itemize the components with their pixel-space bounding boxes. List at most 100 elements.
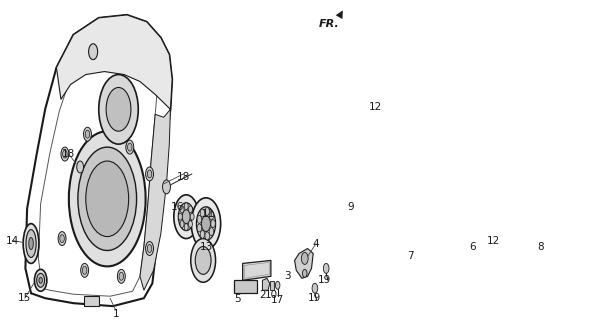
Circle shape	[128, 143, 132, 151]
Circle shape	[384, 133, 389, 142]
Circle shape	[449, 139, 508, 243]
Circle shape	[180, 206, 184, 213]
Circle shape	[507, 218, 511, 226]
Circle shape	[371, 116, 376, 125]
Circle shape	[119, 272, 124, 280]
Circle shape	[174, 195, 198, 239]
Text: 15: 15	[18, 293, 31, 303]
Circle shape	[495, 187, 499, 195]
Circle shape	[99, 75, 138, 144]
Circle shape	[81, 263, 89, 277]
Circle shape	[201, 216, 211, 232]
Circle shape	[195, 246, 211, 274]
Text: 19: 19	[308, 293, 322, 303]
Circle shape	[498, 191, 518, 227]
Text: 14: 14	[6, 236, 19, 245]
Circle shape	[197, 224, 201, 232]
Text: 13: 13	[200, 242, 213, 252]
Circle shape	[412, 164, 446, 224]
Text: 7: 7	[408, 252, 414, 261]
Circle shape	[58, 232, 66, 245]
Text: 19: 19	[318, 275, 331, 285]
Text: 4: 4	[313, 238, 319, 249]
Circle shape	[89, 44, 97, 60]
Circle shape	[498, 200, 503, 208]
Ellipse shape	[39, 277, 43, 283]
Circle shape	[275, 281, 280, 289]
Circle shape	[482, 156, 487, 164]
Text: 6: 6	[469, 242, 476, 252]
Circle shape	[513, 205, 518, 213]
Circle shape	[511, 213, 516, 221]
Text: 18: 18	[62, 149, 76, 159]
Circle shape	[411, 144, 417, 154]
Ellipse shape	[34, 269, 47, 291]
Text: 16: 16	[171, 202, 184, 212]
Text: 9: 9	[347, 202, 354, 212]
Circle shape	[200, 230, 205, 238]
Circle shape	[205, 207, 209, 215]
Circle shape	[190, 213, 194, 220]
Circle shape	[493, 183, 522, 235]
Circle shape	[462, 168, 466, 176]
Text: 2: 2	[259, 290, 265, 300]
Circle shape	[145, 167, 153, 181]
Text: 3: 3	[285, 271, 291, 281]
Circle shape	[502, 216, 506, 224]
Circle shape	[367, 143, 372, 152]
Circle shape	[179, 213, 182, 220]
Circle shape	[468, 173, 488, 209]
Circle shape	[382, 123, 387, 132]
Circle shape	[77, 161, 84, 173]
Circle shape	[78, 147, 137, 251]
Ellipse shape	[26, 230, 36, 258]
Text: 10: 10	[264, 290, 277, 300]
Circle shape	[389, 124, 468, 263]
Circle shape	[474, 183, 483, 199]
Circle shape	[126, 140, 134, 154]
Circle shape	[455, 149, 502, 233]
Circle shape	[211, 220, 216, 228]
Circle shape	[205, 232, 209, 240]
Polygon shape	[234, 280, 257, 293]
Text: 5: 5	[233, 294, 240, 304]
Circle shape	[209, 228, 214, 236]
Circle shape	[359, 105, 395, 169]
Circle shape	[455, 189, 461, 199]
Circle shape	[364, 184, 367, 190]
Circle shape	[145, 242, 153, 255]
Circle shape	[397, 189, 402, 199]
Circle shape	[378, 116, 383, 125]
Ellipse shape	[23, 224, 39, 263]
Circle shape	[85, 130, 90, 138]
Circle shape	[365, 133, 370, 142]
Circle shape	[61, 147, 69, 161]
Polygon shape	[243, 260, 271, 280]
Circle shape	[411, 234, 417, 244]
Circle shape	[184, 224, 188, 231]
Circle shape	[200, 209, 205, 217]
Circle shape	[370, 125, 384, 149]
Circle shape	[507, 192, 511, 199]
Circle shape	[84, 127, 91, 141]
Circle shape	[147, 244, 152, 252]
Text: 11: 11	[202, 209, 216, 219]
Text: 1: 1	[112, 309, 119, 319]
Circle shape	[511, 196, 516, 204]
Ellipse shape	[37, 273, 44, 287]
Circle shape	[179, 203, 194, 231]
Text: 8: 8	[537, 242, 544, 252]
Circle shape	[312, 283, 318, 293]
Circle shape	[106, 87, 131, 131]
Circle shape	[441, 144, 447, 154]
Circle shape	[378, 149, 383, 158]
Ellipse shape	[29, 237, 33, 250]
Circle shape	[192, 198, 221, 250]
Circle shape	[503, 200, 513, 218]
Circle shape	[182, 210, 190, 224]
Circle shape	[180, 220, 184, 228]
Circle shape	[209, 212, 214, 220]
Polygon shape	[294, 249, 313, 278]
Circle shape	[301, 252, 308, 264]
Circle shape	[367, 123, 372, 132]
